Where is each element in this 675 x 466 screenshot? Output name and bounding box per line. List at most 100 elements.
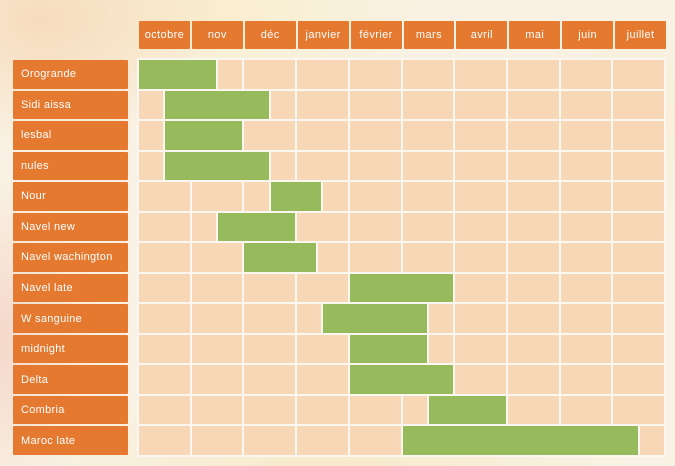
grid-cell [455, 243, 506, 272]
grid-cell [139, 273, 190, 303]
grid-cell [349, 182, 401, 211]
grid-cell [349, 90, 401, 120]
grid-cell [244, 334, 296, 364]
grid-cell [507, 304, 559, 333]
grid-cell [455, 334, 506, 364]
grid-cell [297, 90, 348, 120]
availability-bar [426, 393, 508, 427]
month-header-cell: nov [191, 21, 243, 49]
grid-cell [455, 304, 506, 333]
grid-cell [244, 121, 296, 150]
availability-bar [163, 88, 271, 122]
grid-cell [244, 365, 296, 394]
grid-cell [613, 395, 664, 425]
grid-cell [402, 182, 454, 211]
month-header-cell: octobre [139, 21, 190, 49]
grid-cell [613, 121, 664, 150]
row-label: lesbal [13, 121, 128, 150]
grid-cell [139, 426, 190, 455]
grid-cell [560, 60, 612, 89]
row-label: Nour [13, 182, 128, 211]
row-label: Navel wachington [13, 243, 128, 272]
availability-bar [347, 363, 456, 396]
grid-cell [455, 90, 506, 120]
row-label: W sanguine [13, 304, 128, 333]
grid-cell [297, 273, 348, 303]
grid-cell [191, 304, 243, 333]
grid-cell [613, 304, 664, 333]
grid-cell [297, 334, 348, 364]
row-label: Maroc late [13, 426, 128, 455]
grid-cell [402, 90, 454, 120]
grid-cell [560, 90, 612, 120]
grid-cell [455, 365, 506, 394]
grid-cell [560, 151, 612, 181]
grid-cell [613, 182, 664, 211]
grid-cell [139, 212, 190, 242]
grid-cell [402, 60, 454, 89]
grid-cell [297, 365, 348, 394]
row-label: nules [13, 151, 128, 181]
grid-cell [402, 121, 454, 150]
grid-cell [613, 60, 664, 89]
grid-cell [560, 182, 612, 211]
grid-cell [349, 395, 401, 425]
grid-cell [297, 395, 348, 425]
availability-bar [163, 149, 271, 183]
month-header-cell: avril [456, 21, 508, 49]
availability-bar [400, 424, 640, 457]
availability-bar [242, 241, 319, 274]
month-header-cell: juillet [615, 21, 666, 49]
grid-cell [139, 243, 190, 272]
grid-cell [507, 151, 559, 181]
grid-cell [455, 212, 506, 242]
availability-bar [163, 119, 245, 152]
grid-cell [613, 151, 664, 181]
grid-cell [560, 273, 612, 303]
grid-cell [139, 182, 190, 211]
availability-bar [347, 332, 429, 366]
availability-bar [268, 180, 324, 213]
availability-bar [137, 58, 219, 91]
grid-cell [191, 426, 243, 455]
grid-cell [297, 121, 348, 150]
grid-cell [191, 273, 243, 303]
grid-cell [560, 243, 612, 272]
month-header-cell: février [350, 21, 402, 49]
variety-label-column: Orogrande Sidi aissa lesbal nules Nour Navel … [13, 60, 128, 455]
grid-cell [139, 304, 190, 333]
grid-cell [349, 151, 401, 181]
grid-cell [244, 273, 296, 303]
grid-cell [349, 121, 401, 150]
grid-cell [349, 243, 401, 272]
grid-cell [613, 273, 664, 303]
row-label: Orogrande [13, 60, 128, 89]
grid-cell [560, 365, 612, 394]
grid-cell [455, 121, 506, 150]
month-header-row: octobre nov déc janvier février mars avril mai j… [139, 21, 666, 49]
row-label: Navel late [13, 273, 128, 303]
grid-cell [349, 60, 401, 89]
grid-cell [560, 121, 612, 150]
grid-cell [613, 243, 664, 272]
grid-cell [402, 243, 454, 272]
month-header-cell: janvier [297, 21, 349, 49]
availability-bar [347, 271, 456, 305]
grid-cell [507, 60, 559, 89]
grid-cell [560, 395, 612, 425]
availability-bar [216, 210, 298, 244]
grid-cell [349, 426, 401, 455]
grid-cell [191, 365, 243, 394]
grid-cell [244, 60, 296, 89]
row-label: midnight [13, 334, 128, 364]
grid-cell [507, 212, 559, 242]
grid-cell [191, 243, 243, 272]
grid-cell [455, 273, 506, 303]
grid-cell [191, 334, 243, 364]
grid-cell [560, 304, 612, 333]
grid-cell [191, 182, 243, 211]
grid-cell [455, 182, 506, 211]
grid-cell [297, 60, 348, 89]
row-label: Combria [13, 395, 128, 425]
